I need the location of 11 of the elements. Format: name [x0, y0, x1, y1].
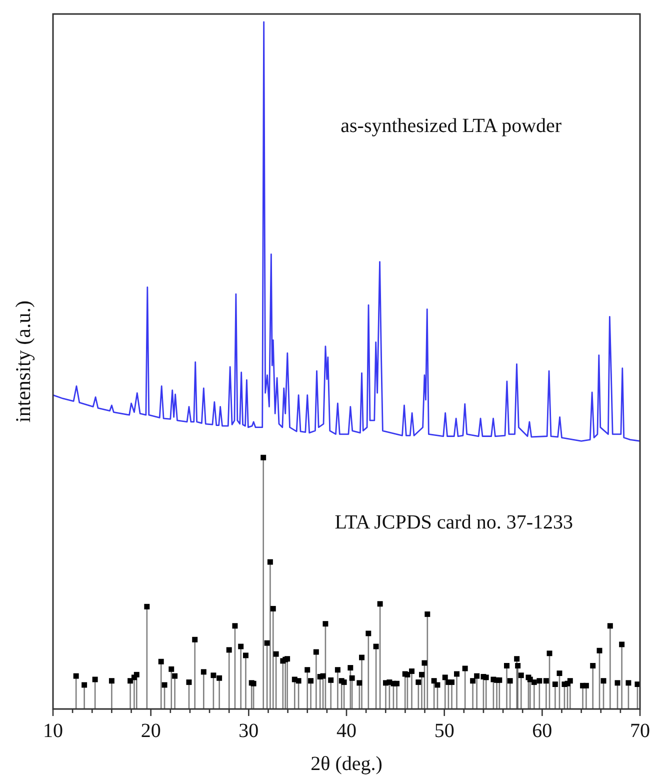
y-axis-title: intensity (a.u.) — [11, 300, 35, 422]
annotation: LTA JCPDS card no. 37-1233 — [334, 511, 573, 534]
annotation: as-synthesized LTA powder — [340, 115, 562, 138]
x-tick-label: 60 — [532, 720, 552, 742]
x-tick-label: 70 — [630, 720, 650, 742]
x-tick-label: 30 — [238, 720, 259, 742]
x-axis-title: 2θ (deg.) — [310, 753, 382, 775]
x-tick-label: 20 — [140, 720, 161, 742]
x-tick-label: 40 — [336, 720, 356, 742]
x-tick-label: 10 — [43, 720, 63, 742]
x-tick-label: 50 — [434, 720, 454, 742]
